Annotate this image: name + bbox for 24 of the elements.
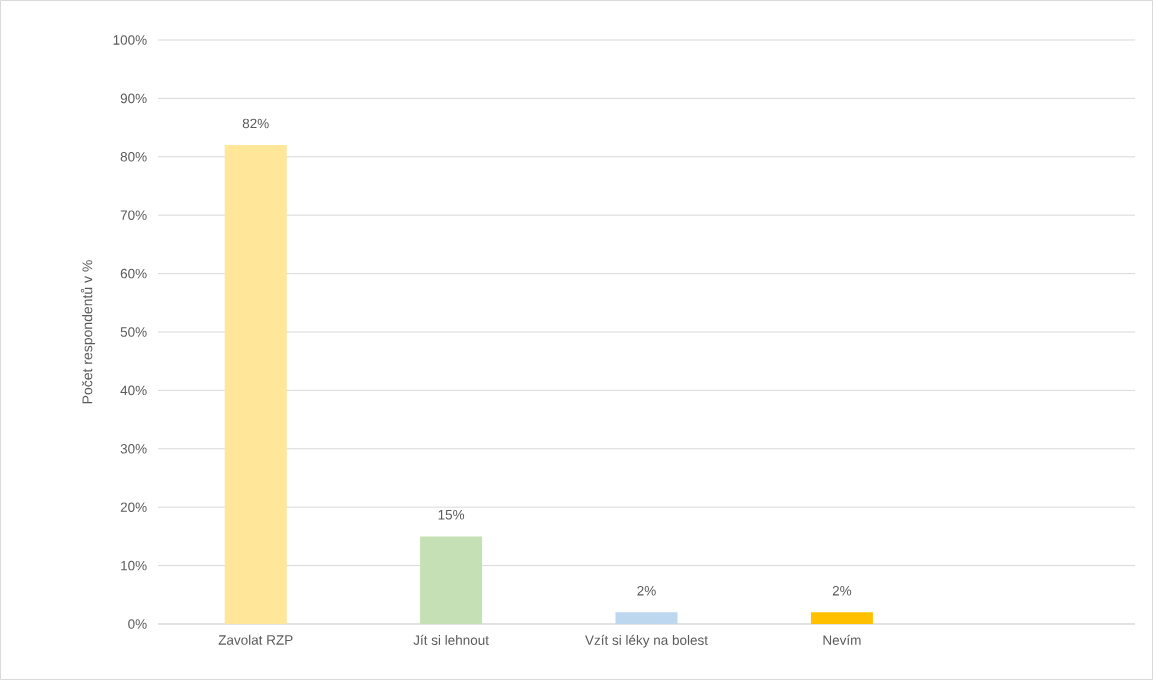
y-tick-label: 20% bbox=[120, 502, 147, 512]
y-tick-label: 30% bbox=[120, 444, 147, 454]
data-label: 2% bbox=[832, 585, 852, 596]
y-tick-label: 60% bbox=[120, 268, 147, 279]
data-label: 82% bbox=[242, 118, 269, 129]
y-tick-label: 40% bbox=[120, 385, 147, 396]
y-tick-label: 90% bbox=[120, 93, 147, 104]
y-tick-label: 10% bbox=[121, 560, 147, 571]
data-label: 15% bbox=[438, 510, 465, 520]
y-tick-label: 100% bbox=[113, 35, 147, 45]
bar bbox=[224, 145, 287, 624]
data-label: 2% bbox=[637, 585, 656, 596]
y-tick-label: 80% bbox=[120, 152, 147, 162]
x-tick-label: Zavolat RZP bbox=[218, 634, 293, 645]
y-tick-label: 50% bbox=[120, 327, 147, 337]
x-tick-label: Jít si lehnout bbox=[413, 634, 489, 645]
y-tick-label: 0% bbox=[128, 619, 147, 629]
bar bbox=[810, 612, 873, 624]
x-tick-label: Nevím bbox=[823, 634, 861, 645]
y-tick-label: 70% bbox=[120, 210, 147, 220]
y-axis-title: Počet respondentů v % bbox=[80, 260, 96, 404]
bar bbox=[615, 612, 678, 624]
bar bbox=[420, 536, 483, 624]
x-tick-label: Vzít si léky na bolest bbox=[585, 634, 708, 648]
